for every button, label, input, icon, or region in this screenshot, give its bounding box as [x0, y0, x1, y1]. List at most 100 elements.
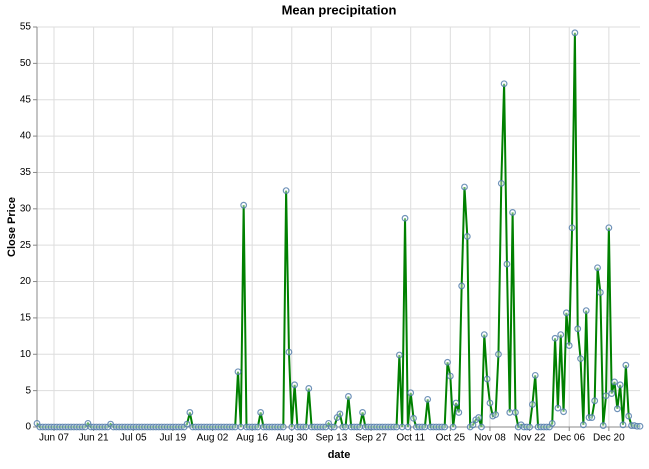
data-point [330, 423, 338, 431]
data-point [356, 423, 364, 431]
data-point [336, 410, 344, 418]
y-tick-label: 40 [20, 131, 32, 142]
data-point [291, 381, 299, 389]
data-point [526, 423, 533, 431]
data-point [594, 264, 601, 272]
data-point [285, 348, 293, 356]
data-point [571, 29, 579, 37]
data-point [407, 389, 415, 397]
x-tick-label: Dec 06 [553, 433, 585, 444]
data-line [36, 32, 640, 430]
x-tick-label: Jun 21 [79, 433, 109, 444]
data-point [444, 358, 451, 366]
data-point [574, 325, 582, 333]
data-point [619, 421, 627, 429]
data-point [495, 350, 502, 358]
data-point [486, 399, 494, 407]
data-point [359, 409, 366, 416]
data-point [611, 378, 618, 386]
data-point [562, 309, 570, 317]
data-point [254, 423, 262, 431]
y-axis-title: Close Price [6, 197, 18, 257]
data-point [548, 419, 556, 427]
data-point [421, 423, 429, 431]
data-point [480, 331, 488, 339]
data-point [565, 342, 573, 349]
data-point [551, 334, 559, 342]
data-point [288, 423, 296, 431]
x-tick-label: Dec 20 [593, 433, 625, 444]
x-tick-label: Jul 19 [160, 433, 187, 444]
data-point [503, 260, 511, 268]
x-tick-label: Aug 16 [236, 433, 268, 444]
data-point [579, 421, 587, 429]
x-tick-label: Sep 27 [355, 433, 387, 444]
data-point [393, 423, 400, 431]
data-point [554, 404, 562, 412]
data-point [582, 307, 590, 315]
data-point [183, 420, 191, 428]
data-point [602, 392, 610, 400]
data-point [500, 80, 508, 88]
x-tick-label: Nov 08 [474, 433, 506, 444]
y-tick-label: 25 [20, 240, 32, 251]
data-point [475, 414, 483, 421]
data-point [469, 421, 477, 429]
data-point [596, 289, 604, 296]
y-tick-label: 15 [20, 313, 32, 324]
data-point [424, 395, 432, 403]
data-point [506, 409, 514, 416]
y-tick-label: 55 [20, 22, 32, 33]
data-point [577, 355, 584, 363]
data-point [342, 423, 349, 431]
data-point [636, 422, 644, 430]
data-point [237, 423, 245, 431]
data-point [616, 381, 624, 389]
data-point [497, 179, 505, 187]
data-point [591, 397, 599, 405]
data-point [404, 423, 412, 431]
y-tick-label: 35 [20, 167, 32, 178]
data-point [345, 393, 352, 400]
x-tick-label: Aug 02 [197, 433, 229, 444]
x-tick-label: Oct 11 [396, 433, 425, 444]
data-point [509, 209, 517, 216]
x-tick-label: Nov 22 [514, 433, 546, 444]
data-point [512, 409, 519, 416]
x-tick-label: Jul 05 [120, 433, 147, 444]
data-point [401, 214, 409, 222]
data-point [608, 390, 616, 397]
data-point [599, 422, 607, 429]
data-point [302, 423, 310, 431]
data-point [613, 405, 621, 413]
data-point [483, 375, 491, 383]
x-tick-label: Aug 30 [276, 433, 308, 444]
y-tick-label: 45 [20, 94, 32, 105]
data-point [478, 423, 485, 431]
data-point [231, 423, 239, 431]
data-point [398, 423, 406, 431]
x-tick-label: Sep 13 [316, 433, 348, 444]
data-point [605, 224, 613, 232]
data-point [560, 408, 567, 416]
data-point [441, 423, 449, 431]
data-point [186, 409, 194, 416]
data-point [588, 414, 596, 421]
data-point [531, 371, 539, 379]
data-point [410, 414, 417, 422]
y-tick-label: 0 [25, 422, 31, 433]
data-point [452, 399, 460, 407]
y-tick-label: 10 [20, 349, 32, 360]
data-point [279, 423, 287, 431]
data-point [625, 412, 633, 420]
x-tick-label: Oct 25 [436, 433, 466, 444]
data-point [446, 372, 454, 380]
data-point [622, 361, 630, 369]
y-tick-label: 5 [25, 385, 31, 396]
data-point [240, 201, 248, 209]
data-point [234, 368, 242, 376]
x-axis-title: date [328, 449, 351, 461]
data-point [282, 187, 290, 195]
data-point [395, 351, 403, 359]
